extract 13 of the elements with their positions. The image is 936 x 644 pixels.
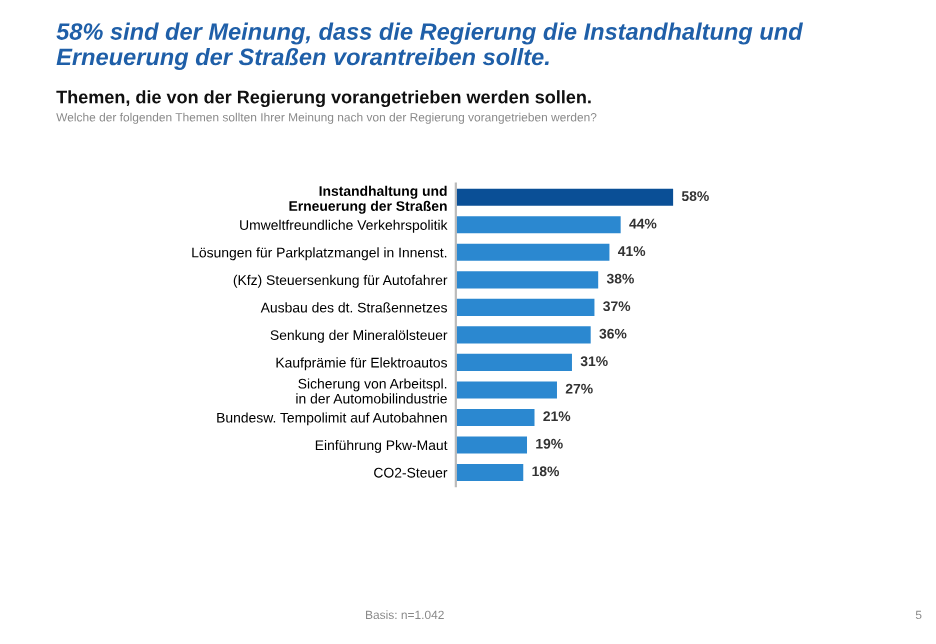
- bar: [455, 188, 674, 206]
- chart-title: 58% sind der Meinung, dass die Regierung die Instandhaltung und Erneuerung der Straßen vorantreiben sollte.: [56, 22, 804, 70]
- bar: [455, 243, 610, 261]
- chart-subtitle: Themen, die von der Regierung vorangetrieben werden sollen.: [56, 90, 591, 108]
- bar: [455, 436, 528, 454]
- bar: [455, 298, 595, 316]
- bar: [455, 271, 599, 289]
- bar: [455, 326, 591, 344]
- bar: [455, 353, 572, 371]
- bar: [455, 408, 535, 426]
- bar: [455, 216, 621, 234]
- bar: [455, 463, 524, 481]
- bar: [455, 381, 557, 399]
